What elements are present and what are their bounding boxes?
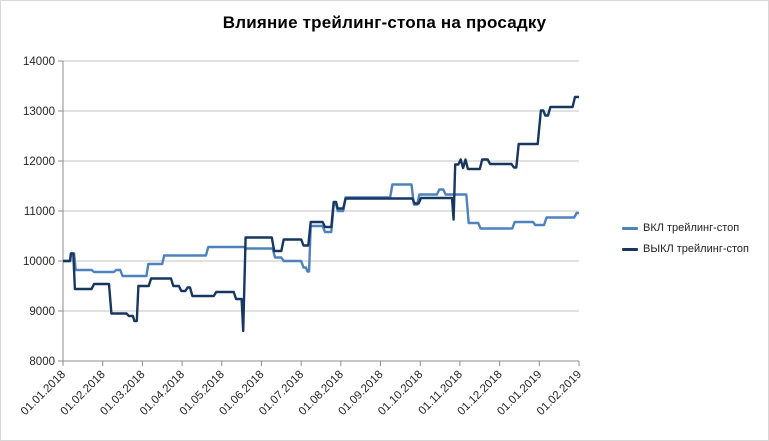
svg-text:14000: 14000	[23, 56, 55, 68]
svg-text:12000: 12000	[23, 156, 55, 168]
chart-title: Влияние трейлинг-стопа на просадку	[222, 13, 547, 32]
axes	[58, 60, 580, 366]
series-line-off[interactable]	[63, 95, 579, 333]
legend-swatch-on-icon	[622, 226, 638, 230]
series-lines[interactable]	[63, 95, 579, 333]
y-axis-labels: 8000 9000 10000 11000 12000 13000 14000	[23, 56, 55, 368]
svg-text:11000: 11000	[24, 206, 55, 218]
svg-text:10000: 10000	[23, 256, 55, 268]
legend-label-on: ВКЛ трейлинг-стоп	[643, 222, 740, 234]
svg-text:9000: 9000	[29, 306, 55, 318]
legend-label-off: ВЫКЛ трейлинг-стоп	[643, 243, 749, 255]
svg-text:13000: 13000	[23, 106, 55, 118]
svg-text:8000: 8000	[29, 356, 55, 368]
legend: ВКЛ трейлинг-стоп ВЫКЛ трейлинг-стоп	[622, 222, 749, 255]
x-axis-labels: 01.01.201801.02.201801.03.201801.04.2018…	[19, 369, 584, 418]
legend-swatch-off-icon	[622, 247, 638, 251]
legend-item-off[interactable]: ВЫКЛ трейлинг-стоп	[622, 243, 749, 255]
series-line-on[interactable]	[63, 183, 579, 278]
legend-item-on[interactable]: ВКЛ трейлинг-стоп	[622, 222, 749, 234]
gridlines	[63, 60, 579, 312]
